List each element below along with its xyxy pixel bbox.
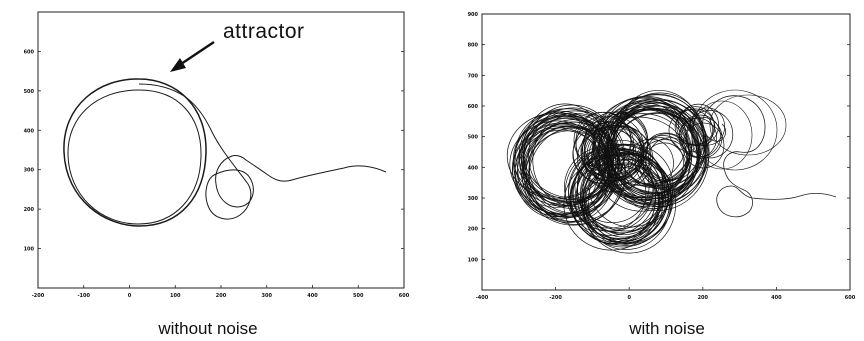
right-x-tick-label: 200 bbox=[698, 295, 709, 301]
right-x-tick-label: -400 bbox=[476, 295, 489, 301]
noisy-loop bbox=[598, 102, 693, 207]
left-x-tick-label: -200 bbox=[32, 293, 45, 299]
attractor-arrow-head bbox=[170, 58, 186, 72]
noisy-loop bbox=[528, 126, 623, 225]
panel-with-noise: -400 -200 0 200 400 600 100 200 300 400 500 600 700… bbox=[468, 12, 856, 338]
left-x-tick-label: 600 bbox=[399, 293, 410, 299]
trajectory-without-noise bbox=[63, 78, 387, 227]
noisy-loop bbox=[593, 96, 699, 200]
noisy-loop bbox=[610, 93, 704, 187]
left-x-tick-label: 500 bbox=[353, 293, 364, 299]
noisy-loop bbox=[603, 109, 698, 202]
noisy-loop bbox=[648, 137, 692, 180]
noisy-loop bbox=[686, 110, 734, 159]
right-y-tick-label: 300 bbox=[468, 196, 479, 202]
left-x-tick-label: 300 bbox=[262, 293, 273, 299]
noisy-loop bbox=[584, 125, 642, 178]
right-y-tick-label: 800 bbox=[468, 43, 479, 49]
noisy-loop bbox=[678, 103, 719, 147]
noisy-loop bbox=[606, 94, 708, 193]
right-y-tick-label: 100 bbox=[468, 257, 479, 263]
plot-frame-left bbox=[37, 11, 405, 289]
limit-cycle-outer bbox=[63, 78, 207, 227]
attractor-arrow-shaft bbox=[177, 40, 215, 68]
right-x-tick-label: 400 bbox=[771, 295, 782, 301]
noisy-loop bbox=[679, 114, 721, 158]
noisy-transient-curve bbox=[702, 95, 837, 218]
caption-with-noise: with noise bbox=[628, 319, 705, 338]
noisy-loop bbox=[601, 96, 687, 184]
noisy-loop bbox=[615, 99, 707, 188]
noisy-loop bbox=[514, 125, 608, 215]
noisy-loop bbox=[676, 106, 715, 145]
noisy-loop bbox=[586, 124, 651, 186]
left-y-tick-label: 600 bbox=[24, 49, 35, 55]
right-y-tick-label: 900 bbox=[468, 12, 479, 18]
noisy-loop-outer bbox=[709, 94, 787, 156]
panel-without-noise: -200 -100 0 100 200 300 400 500 600 100 200 300 400… bbox=[24, 11, 410, 338]
noisy-loop bbox=[598, 100, 695, 187]
right-y-tick-label: 200 bbox=[468, 227, 479, 233]
y-axis-ticks-right: 100 200 300 400 500 600 700 800 900 bbox=[468, 12, 850, 263]
right-y-tick-label: 500 bbox=[468, 135, 479, 141]
plot-frame-right bbox=[481, 13, 851, 291]
caption-without-noise: without noise bbox=[157, 319, 257, 338]
noisy-loop bbox=[521, 121, 626, 226]
noisy-loop bbox=[635, 137, 684, 189]
noisy-loop bbox=[668, 109, 714, 153]
right-x-tick-label: 600 bbox=[845, 295, 856, 301]
right-x-tick-label: 0 bbox=[627, 295, 631, 301]
noisy-loop-outer bbox=[692, 89, 778, 171]
right-y-tick-label: 600 bbox=[468, 104, 479, 110]
noisy-loop bbox=[642, 142, 686, 191]
left-x-tick-label: 200 bbox=[216, 293, 227, 299]
noisy-loop bbox=[637, 135, 688, 186]
noisy-loop bbox=[573, 112, 632, 169]
noisy-loop bbox=[572, 125, 637, 184]
noisy-loop bbox=[674, 108, 716, 146]
noisy-loop bbox=[580, 126, 645, 182]
x-axis-ticks-left: -200 -100 0 100 200 300 400 500 600 bbox=[32, 285, 410, 299]
left-y-tick-label: 400 bbox=[24, 128, 35, 134]
transient-curve bbox=[138, 83, 387, 220]
right-y-tick-label: 400 bbox=[468, 165, 479, 171]
left-y-tick-label: 500 bbox=[24, 89, 35, 95]
limit-cycle-inner bbox=[67, 89, 202, 225]
left-x-tick-label: 400 bbox=[307, 293, 318, 299]
noisy-loop-outer bbox=[691, 100, 753, 170]
right-y-tick-label: 700 bbox=[468, 73, 479, 79]
left-x-tick-label: -100 bbox=[77, 293, 90, 299]
left-x-tick-label: 0 bbox=[128, 293, 132, 299]
noisy-loop bbox=[570, 154, 660, 244]
left-y-tick-label: 200 bbox=[24, 207, 35, 213]
left-y-tick-label: 100 bbox=[24, 247, 35, 253]
y-axis-ticks-left: 100 200 300 400 500 600 bbox=[24, 49, 404, 253]
noisy-loop bbox=[627, 138, 674, 188]
noisy-loop bbox=[575, 115, 635, 176]
attractor-annotation: attractor bbox=[170, 20, 305, 72]
left-y-tick-label: 300 bbox=[24, 168, 35, 174]
noisy-loop bbox=[577, 144, 667, 234]
trajectory-with-noise bbox=[506, 89, 787, 254]
right-x-tick-label: -200 bbox=[549, 295, 562, 301]
x-axis-ticks-right: -400 -200 0 200 400 600 bbox=[476, 287, 856, 301]
left-x-tick-label: 100 bbox=[170, 293, 181, 299]
noisy-loop bbox=[640, 139, 690, 182]
attractor-label: attractor bbox=[223, 20, 305, 43]
